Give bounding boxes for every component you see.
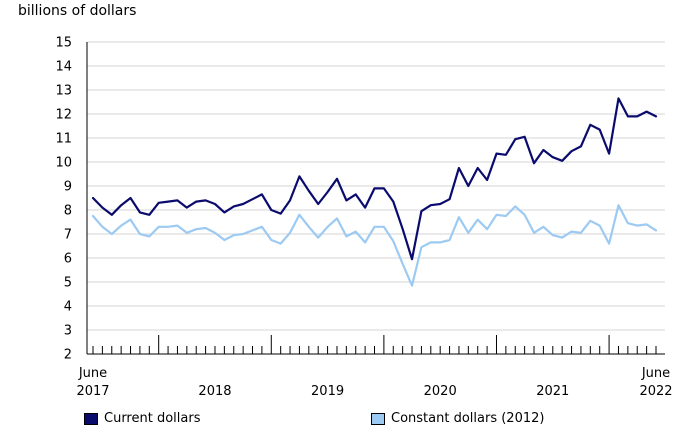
x-tick-label-top-5: June xyxy=(641,366,670,381)
y-tick-label-15: 15 xyxy=(55,36,72,51)
x-tick-label-top-0: June xyxy=(78,366,107,381)
x-tick-label-2019: 2019 xyxy=(311,384,344,399)
y-tick-label-9: 9 xyxy=(64,180,72,195)
x-tick-label-2021: 2021 xyxy=(536,384,569,399)
y-tick-label-4: 4 xyxy=(64,300,72,315)
y-tick-label-8: 8 xyxy=(64,204,72,219)
y-tick-label-13: 13 xyxy=(55,84,72,99)
y-tick-label-12: 12 xyxy=(55,108,72,123)
x-tick-label-2022: 2022 xyxy=(639,384,672,399)
y-tick-label-3: 3 xyxy=(64,324,72,339)
y-axis-label: billions of dollars xyxy=(18,3,137,19)
legend-label-current-dollars: Current dollars xyxy=(104,411,201,426)
x-axis-tick-labels: June 2017 2018 2019 2020 2021 June 2022 xyxy=(76,366,672,399)
y-tick-label-10: 10 xyxy=(55,156,72,171)
series-line-current-dollars xyxy=(91,97,658,261)
x-axis-ticks xyxy=(92,335,657,354)
legend-label-constant-dollars: Constant dollars (2012) xyxy=(391,411,545,426)
legend-item-constant-dollars: Constant dollars (2012) xyxy=(371,411,544,426)
y-tick-label-5: 5 xyxy=(64,276,72,291)
legend-swatch-constant-dollars xyxy=(371,412,385,425)
axes xyxy=(86,42,665,355)
gridlines xyxy=(87,41,665,331)
y-tick-label-2: 2 xyxy=(64,348,72,363)
legend-item-current-dollars: Current dollars xyxy=(84,411,200,426)
series-lines xyxy=(91,97,658,287)
series-line-constant-dollars-2012 xyxy=(91,204,658,287)
x-tick-label-2020: 2020 xyxy=(424,384,457,399)
legend-swatch-current-dollars xyxy=(84,412,98,425)
y-axis-tick-labels: 2 3 4 5 6 7 8 9 10 11 12 13 14 15 xyxy=(55,36,72,363)
y-tick-label-11: 11 xyxy=(55,132,72,147)
x-tick-label-2017: 2017 xyxy=(76,384,109,399)
y-tick-label-7: 7 xyxy=(64,228,72,243)
y-tick-label-14: 14 xyxy=(55,60,72,75)
x-tick-label-2018: 2018 xyxy=(198,384,231,399)
y-tick-label-6: 6 xyxy=(64,252,72,267)
